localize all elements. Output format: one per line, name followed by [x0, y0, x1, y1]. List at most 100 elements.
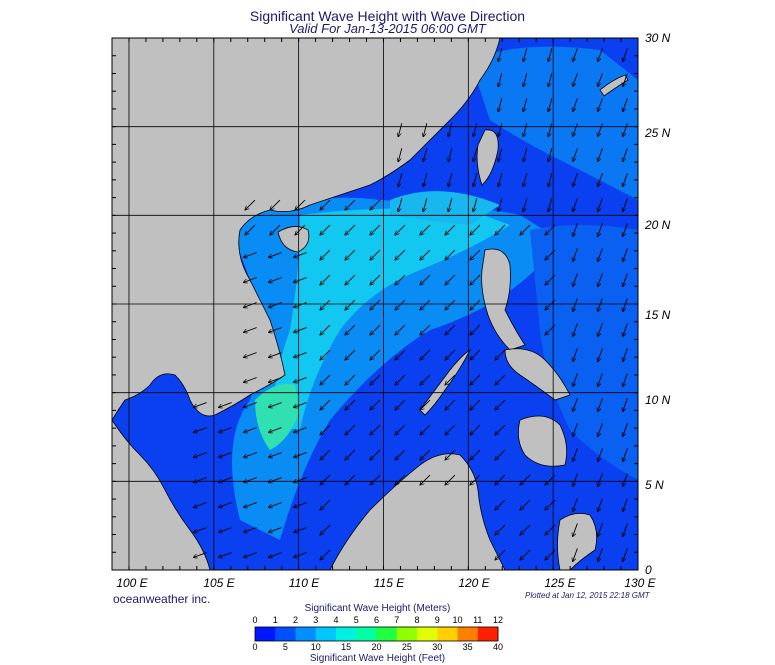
wave-direction-arrow [320, 274, 331, 285]
wave-direction-arrow [573, 498, 578, 511]
wave-direction-arrow [420, 374, 431, 385]
colorbar-feet-tick: 20 [371, 642, 382, 652]
wave-direction-arrow [598, 173, 603, 186]
wave-direction-arrow [268, 502, 282, 508]
wave-direction-arrow [598, 273, 603, 286]
wave-direction-arrow [320, 524, 331, 535]
lon-label-105e: 105 E [203, 576, 235, 590]
colorbar-meter-tick: 0 [252, 615, 258, 625]
wave-direction-arrow [548, 98, 553, 112]
wave-direction-arrow [470, 449, 481, 460]
colorbar-swatch [417, 627, 438, 641]
wave-direction-arrow [495, 374, 506, 385]
wave-direction-arrow [573, 198, 578, 211]
wave-direction-arrow [243, 327, 257, 333]
colorbar-meter-tick: 1 [272, 615, 278, 625]
wave-direction-arrow [598, 323, 603, 336]
wave-direction-arrow [573, 98, 578, 111]
wave-direction-arrow [420, 399, 431, 410]
colorbar-feet-tick: 15 [341, 642, 352, 652]
wave-direction-arrow [423, 123, 428, 137]
wave-direction-arrow [395, 324, 406, 335]
colorbar-feet-tick: 35 [462, 642, 473, 652]
wave-direction-arrow [573, 348, 578, 361]
wave-direction-arrow [243, 502, 257, 508]
wave-direction-arrow [623, 498, 628, 511]
colorbar-meter-tick: 3 [313, 615, 319, 625]
lon-label-120e: 120 E [458, 576, 490, 590]
wave-direction-arrow [523, 173, 528, 187]
wave-direction-arrow [293, 527, 307, 533]
wave-direction-arrow [448, 148, 453, 162]
wave-direction-arrow [573, 273, 578, 286]
wave-direction-arrow [498, 148, 503, 162]
wave-direction-arrow [623, 223, 628, 236]
wave-direction-arrow [218, 502, 232, 508]
wave-direction-arrow [370, 224, 381, 235]
axis-ticks [112, 37, 639, 571]
wave-direction-arrow [320, 424, 331, 435]
wave-zone-peak [255, 384, 300, 450]
wave-direction-arrow [473, 198, 478, 212]
wave-direction-arrow [573, 73, 578, 86]
wave-direction-arrow [548, 48, 553, 62]
graticule-lines [112, 38, 638, 570]
wave-direction-arrow [445, 224, 456, 235]
wave-direction-arrow [293, 377, 307, 383]
wave-direction-arrow [598, 473, 603, 486]
colorbar-swatch [437, 627, 458, 641]
wave-direction-arrow [193, 452, 207, 458]
wave-direction-arrow [395, 374, 406, 385]
wave-direction-arrow [218, 552, 232, 558]
map-subtitle: Valid For Jan-13-2015 06:00 GMT [289, 21, 486, 36]
colorbar-feet-tick: 40 [492, 642, 503, 652]
wave-direction-arrow [623, 373, 628, 386]
wave-direction-arrow [598, 123, 603, 136]
wave-direction-arrow [573, 398, 578, 411]
wave-direction-arrow [395, 299, 406, 310]
wave-direction-arrow [293, 277, 307, 283]
colorbar-meter-tick: 4 [333, 615, 339, 625]
wave-direction-arrow [470, 324, 481, 335]
wave-direction-arrow [293, 452, 307, 458]
land-malay-peninsula [112, 419, 211, 570]
wave-direction-arrow [448, 173, 453, 187]
wave-direction-arrow [623, 423, 628, 436]
wave-direction-arrow [345, 199, 356, 210]
wave-direction-arrow [573, 323, 578, 336]
wave-zone-high [270, 208, 510, 430]
colorbar [254, 626, 499, 642]
wave-direction-arrow [470, 224, 481, 235]
wave-direction-arrow [598, 198, 603, 211]
wave-direction-arrow [598, 48, 603, 61]
wave-direction-arrow [573, 248, 578, 261]
wave-direction-arrow [293, 552, 307, 558]
wave-direction-arrow [345, 274, 356, 285]
wave-direction-arrow [370, 474, 381, 485]
colorbar-meter-tick: 8 [414, 615, 420, 625]
wave-direction-arrow [395, 399, 406, 410]
wave-direction-arrow [320, 399, 331, 410]
wave-direction-arrow [243, 527, 257, 533]
colorbar-meter-tick: 2 [292, 615, 298, 625]
wave-direction-arrow [548, 173, 553, 187]
wave-direction-arrow [445, 449, 456, 460]
wave-direction-arrow [473, 173, 478, 187]
wave-direction-arrow [243, 452, 257, 458]
wave-direction-arrow [218, 402, 232, 408]
wave-direction-arrow [293, 327, 307, 333]
wave-direction-arrow [573, 123, 578, 136]
wave-direction-arrow [345, 299, 356, 310]
wave-zone-taiwan-strait [390, 191, 500, 225]
wave-direction-arrow [598, 73, 603, 86]
wave-direction-arrow [420, 224, 431, 235]
wave-direction-arrow [370, 374, 381, 385]
wave-direction-arrow [495, 499, 506, 510]
wave-direction-arrow [623, 348, 628, 361]
wave-direction-arrow [623, 548, 628, 561]
wave-direction-arrow [293, 427, 307, 433]
wave-direction-arrow [268, 552, 282, 558]
lat-label-5n: 5 N [645, 478, 664, 492]
wave-direction-arrow [370, 299, 381, 310]
